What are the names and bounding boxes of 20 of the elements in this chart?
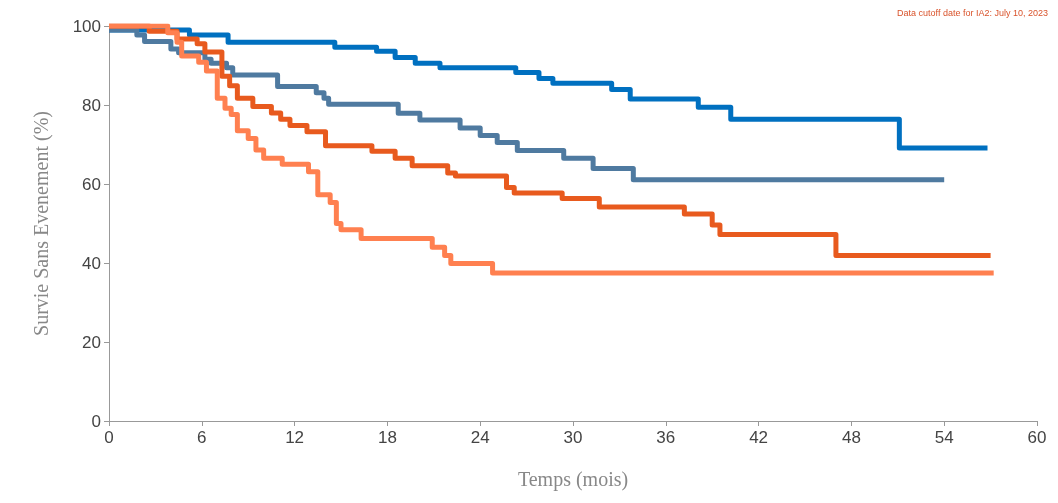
y-tick-label: 0 (91, 411, 101, 431)
x-tick-label: 30 (563, 428, 583, 447)
x-tick-label: 60 (1027, 428, 1047, 447)
y-tick-label: 20 (82, 332, 101, 352)
y-axis-title: Survie Sans Evenement (%) (30, 111, 53, 336)
x-tick-label: 48 (841, 428, 861, 447)
x-tick-label: 54 (934, 428, 954, 447)
x-tick-label: 36 (656, 428, 676, 447)
x-tick-label: 24 (470, 428, 490, 447)
x-tick-label: 42 (749, 428, 769, 447)
x-tick-label: 18 (377, 428, 397, 447)
x-tick-label: 6 (197, 428, 207, 447)
y-tick-label: 80 (82, 95, 101, 115)
y-tick-label: 40 (82, 253, 101, 273)
x-axis-title: Temps (mois) (517, 468, 629, 491)
x-tick-label: 12 (285, 428, 305, 447)
x-tick-label: 0 (104, 428, 114, 447)
text: Data cutoff date for IA2: July 10, 2023 (897, 7, 1049, 18)
y-tick-label: 100 (72, 16, 101, 36)
y-tick-label: 60 (82, 174, 101, 194)
